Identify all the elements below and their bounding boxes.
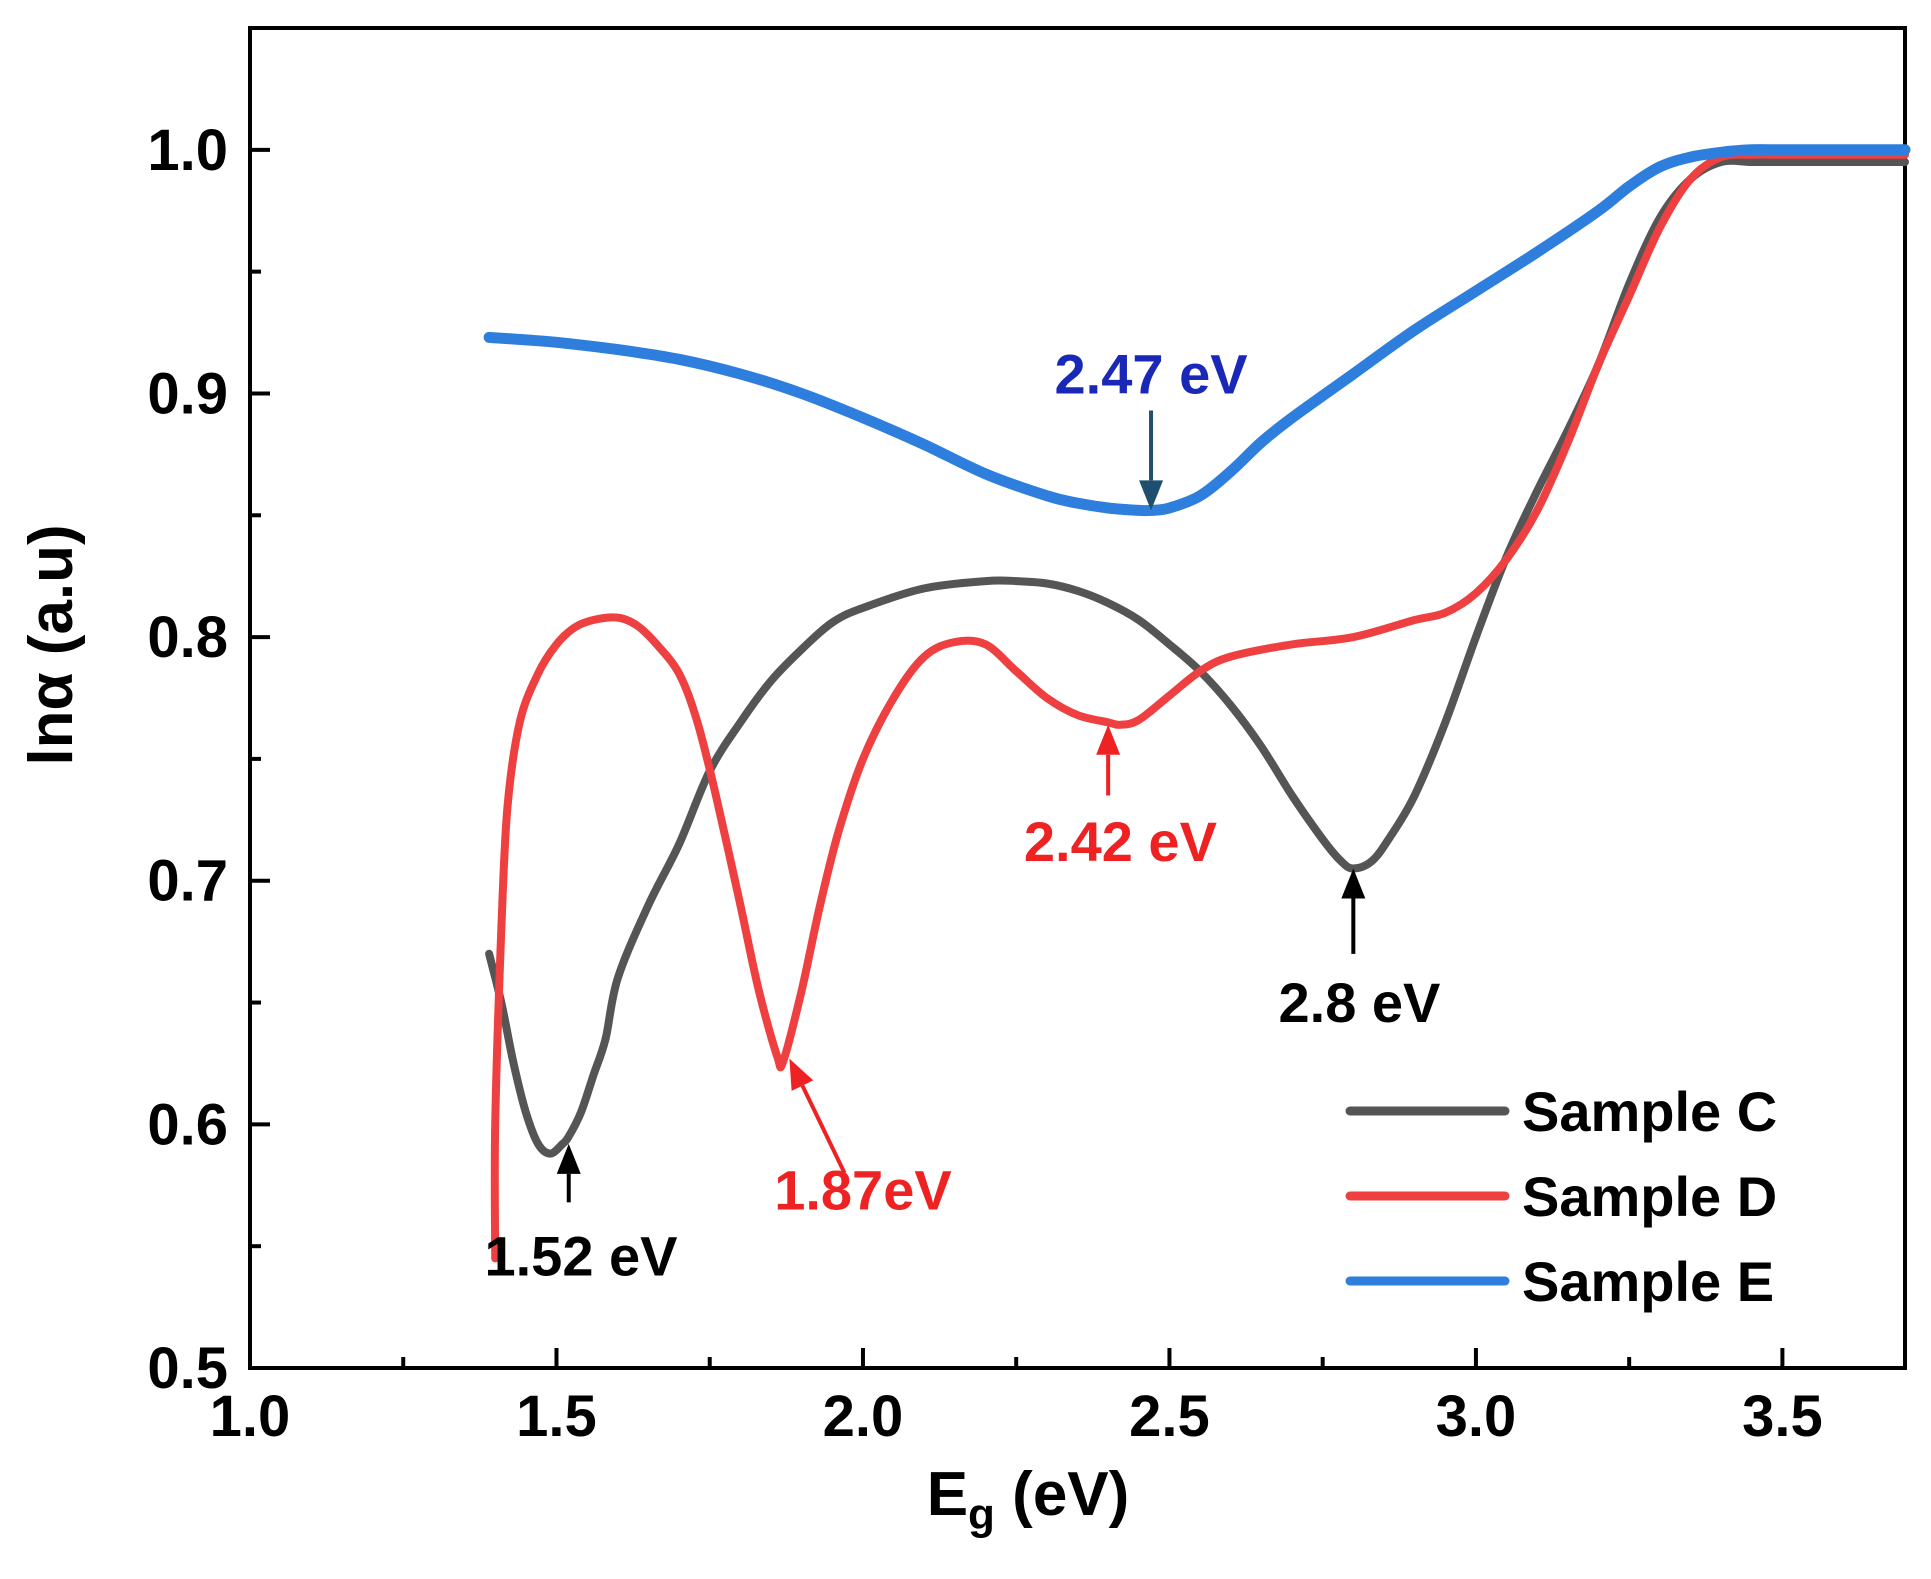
- annotation-arrowhead: [789, 1058, 814, 1091]
- annotation-arrow: [800, 1084, 847, 1174]
- y-tick-label: 0.8: [147, 605, 228, 670]
- legend-item: Sample C: [1345, 1080, 1777, 1143]
- annotation-arrowhead: [556, 1143, 581, 1174]
- annotation-arrowhead: [1341, 868, 1366, 899]
- x-axis: 1.0 1.5 2.0 2.5 3.0 3.5: [210, 1348, 1823, 1449]
- series-line-sample-c: [485, 156, 1909, 1158]
- legend-label: Sample C: [1522, 1080, 1777, 1143]
- legend: Sample C Sample D Sample E: [1345, 1080, 1777, 1313]
- annotation-label: 2.8 eV: [1279, 971, 1441, 1034]
- annotation-label: 2.42 eV: [1024, 810, 1217, 873]
- y-tick-label: 0.7: [147, 849, 228, 914]
- legend-label: Sample D: [1522, 1165, 1777, 1228]
- annotation-label: 1.87eV: [774, 1159, 952, 1222]
- annotation-label: 1.52 eV: [484, 1224, 677, 1287]
- x-tick-label: 1.5: [516, 1384, 597, 1449]
- series-layer: [483, 144, 1911, 1263]
- y-tick-label: 0.5: [147, 1336, 228, 1401]
- y-tick-label: 0.6: [147, 1092, 228, 1157]
- legend-item: Sample E: [1345, 1250, 1774, 1313]
- y-axis-title: lnα (a.u): [17, 524, 86, 765]
- plot-frame: [248, 26, 1907, 1370]
- annotation-arrowhead: [1139, 480, 1164, 511]
- series-line-sample-e: [483, 144, 1911, 517]
- annotations: 2.47 eV 2.42 eV 2.8 eV 1.87eV 1.52 eV: [484, 342, 1440, 1287]
- y-axis: 0.5 0.6 0.7 0.8 0.9 1.0: [147, 26, 270, 1401]
- y-tick-label: 1.0: [147, 118, 228, 183]
- x-tick-label: 3.0: [1436, 1384, 1517, 1449]
- y-tick-label: 0.9: [147, 361, 228, 426]
- annotation-arrowhead: [1096, 724, 1121, 755]
- x-tick-label: 2.5: [1129, 1384, 1210, 1449]
- x-tick-label: 1.0: [210, 1384, 291, 1449]
- annotation-label: 2.47 eV: [1055, 342, 1248, 405]
- x-tick-label: 3.5: [1742, 1384, 1823, 1449]
- x-tick-label: 2.0: [823, 1384, 904, 1449]
- x-axis-title-subscript: g: [968, 1490, 995, 1539]
- legend-label: Sample E: [1522, 1250, 1774, 1313]
- x-axis-title: Eg (eV): [927, 1460, 1130, 1539]
- series-line-sample-d: [490, 150, 1909, 1263]
- legend-item: Sample D: [1345, 1165, 1777, 1228]
